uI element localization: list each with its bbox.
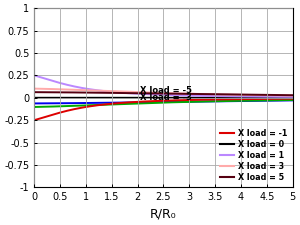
Legend: X load = -1, X load = 0, X load = 1, X load = 3, X load = 5: X load = -1, X load = 0, X load = 1, X l… [218,127,289,183]
Text: X load = -3: X load = -3 [140,93,192,102]
X-axis label: R/R₀: R/R₀ [150,208,177,221]
Text: X load = -5: X load = -5 [140,86,192,95]
